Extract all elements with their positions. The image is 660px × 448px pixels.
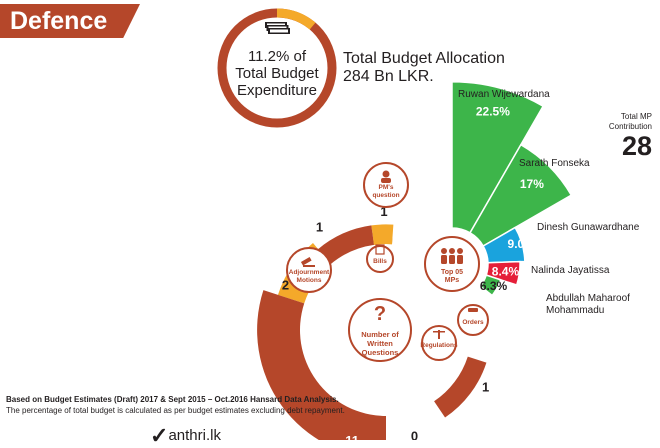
page-title: Defence [10,7,108,35]
activity-label: Adjournment [289,269,330,276]
total-mp-label: Total MP Contribution [596,112,652,132]
activity-bar [434,356,487,418]
icon-gavel-base [303,265,315,267]
top-mps-label-line2: MPs [445,277,460,284]
activity-value-label: 11 [345,433,359,440]
balance-icon [433,330,445,339]
activity-label: question [372,192,399,199]
person-head [457,248,463,254]
activity-label: Motions [297,277,322,284]
person-body [449,255,455,264]
activity-value-label: 0 [411,428,418,440]
activity-bar [257,290,386,440]
mp-name-5-line2: Mohammadu [546,305,605,316]
document-icon [375,244,385,255]
footnote: Based on Budget Estimates (Draft) 2017 &… [6,394,426,416]
activity-circle [348,298,412,362]
gavel-icon [300,257,315,267]
activity-label: Orders [462,319,484,326]
hammer-icon [468,308,478,312]
icon-body [381,178,391,183]
person-icon [381,170,391,183]
footnote-source: Based on Budget Estimates (Draft) 2017 &… [6,395,339,404]
footnote-note: The percentage of total budget is calcul… [6,406,345,415]
mp-value-label: 6.3% [480,279,508,293]
activity-bar [318,225,375,265]
mp-name-5-line1: Abdullah Maharoof [546,293,630,304]
activity-label: Written [367,339,393,348]
activity-value-label: 1 [316,220,323,235]
icon-balance-post [438,330,440,339]
mp-name-1: Ruwan Wijewardana [458,89,550,100]
icon-gavel-head [300,257,312,266]
activity-label: Bills [373,258,387,265]
activity-label: PM's [379,184,394,191]
ring-accent [373,237,393,245]
activity-label: Questions [362,348,399,357]
budget-allocation-label: Total Budget Allocation [343,50,505,67]
icon-doc [375,244,385,255]
activity-circle [366,245,394,273]
person-head [449,248,455,254]
activity-circle [363,162,409,208]
logo-text: anthri.lk [168,427,221,444]
total-mp-value: 28 [621,131,652,161]
activity-value-label: 1 [380,204,387,219]
money-icon [265,22,290,34]
activity-circle [421,325,457,361]
mp-value-label: 17% [520,177,544,191]
person-body [441,255,447,264]
person-head [441,248,447,254]
icon-balance-beam [433,331,445,333]
title-banner: Defence [0,4,140,38]
budget-share-line3: Expenditure [236,82,318,99]
logo: ✓anthri.lk [150,420,221,448]
activity-circle [286,247,332,293]
icon-head [382,170,390,178]
activity-label: Number of [361,330,399,339]
mp-bar [451,80,545,234]
activity-circle [457,304,489,336]
budget-share-line1: 11.2% of [247,48,307,65]
icon-hammer [468,308,478,312]
mp-bar [479,274,502,297]
budget-share-line2: Total Budget [235,65,319,82]
question-glyph: ? [374,303,386,325]
total-mp-label-line1: Total MP [620,112,652,121]
mp-name-2: Sarath Fonseka [519,158,590,169]
activity-value-label: 1 [482,380,489,395]
mp-value-label: 8.4% [492,265,520,279]
mp-bar [468,143,573,248]
mp-bar [482,226,526,264]
budget-share-text: 11.2% of Total Budget Expenditure [218,48,336,99]
activity-label: Regulations [420,342,458,349]
mp-name-4: Nalinda Jayatissa [531,265,610,276]
mp-name-3: Dinesh Gunawardhane [537,222,640,233]
person-body [457,255,463,264]
mp-value-label: 22.5% [476,104,510,118]
money-bill-stripe [270,29,288,33]
mp-value-label: 9.0% [508,237,536,251]
budget-ring-share [277,8,316,30]
people-icon [441,248,463,264]
activity-value-label: 2 [282,277,289,292]
total-mp-label-line2: Contribution [608,122,652,131]
checkmark-icon: ✓ [150,423,169,448]
budget-allocation: Total Budget Allocation 284 Bn LKR. [343,50,505,86]
top-mps-label-line1: Top 05 [441,269,463,276]
budget-allocation-value: 284 Bn LKR. [343,68,434,85]
